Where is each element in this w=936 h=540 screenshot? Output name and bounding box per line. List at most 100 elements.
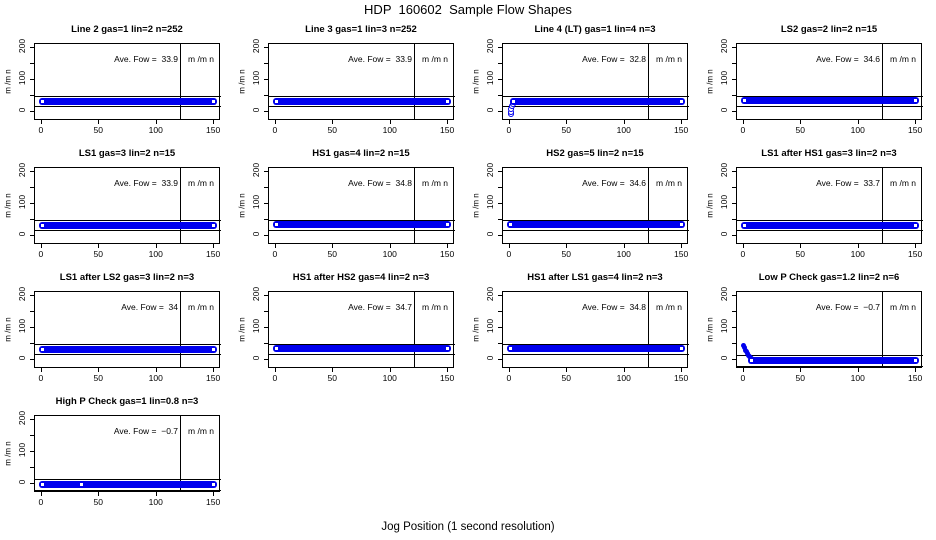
y-tick-label: 100 <box>251 318 261 334</box>
x-tick-label: 0 <box>740 125 746 135</box>
ave-flow-unit: m /m n <box>422 54 448 64</box>
plot-box: Ave. Fow = −0.7 m /m n <box>736 291 923 368</box>
x-tick-mark <box>447 244 449 248</box>
x-tick-mark <box>742 244 744 248</box>
ave-flow-annotation: Ave. Fow = −0.7 m /m n <box>114 426 214 436</box>
x-tick-label: 0 <box>506 125 512 135</box>
x-tick-mark <box>155 244 157 248</box>
y-tick-mark <box>732 111 736 113</box>
subplot-13: High P Check gas=1 lin=0.8 n=3 Ave. Fow =… <box>0 390 234 514</box>
x-tick-label: 0 <box>506 249 512 259</box>
subplot-10: HS1 after HS2 gas=4 lin=2 n=3 Ave. Fow = … <box>234 266 468 390</box>
y-tick-mark <box>732 94 736 96</box>
flow-series-band <box>38 221 218 229</box>
marker-line-x120 <box>647 44 649 119</box>
x-tick-label: 50 <box>93 497 104 507</box>
x-tick-mark <box>566 368 568 372</box>
x-tick-label: 100 <box>616 249 631 259</box>
y-tick-label: 0 <box>17 231 27 237</box>
y-tick-mark <box>264 326 268 328</box>
y-tick-label: 100 <box>17 70 27 86</box>
band-start-gap <box>274 223 278 227</box>
y-tick-mark <box>264 111 268 113</box>
x-tick-mark <box>623 244 625 248</box>
x-tick-mark <box>40 244 42 248</box>
y-tick-label: 0 <box>485 355 495 361</box>
band-start-gap <box>274 347 278 351</box>
flow-series-band <box>38 345 218 353</box>
x-tick-mark <box>389 120 391 124</box>
x-tick-mark <box>681 368 683 372</box>
x-tick-mark <box>389 368 391 372</box>
ave-flow-unit: m /m n <box>188 302 214 312</box>
x-tick-label: 0 <box>38 373 44 383</box>
ref-line-lower <box>269 230 455 232</box>
band-end-gap <box>212 347 216 351</box>
y-tick-mark <box>30 434 34 436</box>
ave-flow-annotation: Ave. Fow = 34.6 m /m n <box>582 178 682 188</box>
y-tick-label: 100 <box>251 70 261 86</box>
ave-flow-annotation: Ave. Fow = 34 m /m n <box>121 302 214 312</box>
ave-flow-annotation: Ave. Fow = 33.9 m /m n <box>114 178 214 188</box>
x-tick-mark <box>623 120 625 124</box>
y-tick-mark <box>30 483 34 485</box>
y-tick-mark <box>264 186 268 188</box>
x-axis-main-label: Jog Position (1 second resolution) <box>381 521 555 533</box>
subplot-4: LS2 gas=2 lin=2 n=15 Ave. Fow = 34.6 m /m … <box>702 18 936 142</box>
ave-flow-annotation: Ave. Fow = 34.8 m /m n <box>582 302 682 312</box>
ref-line-lower <box>35 230 221 232</box>
subplot-title: HS1 gas=4 lin=2 n=15 <box>312 148 410 159</box>
ave-flow-unit: m /m n <box>188 178 214 188</box>
y-tick-label: 100 <box>17 442 27 458</box>
ave-flow-text: Ave. Fow = 34.7 <box>348 302 413 312</box>
y-tick-label: 0 <box>719 231 729 237</box>
x-tick-label: 150 <box>206 373 221 383</box>
ave-flow-unit: m /m n <box>422 302 448 312</box>
x-tick-label: 150 <box>206 125 221 135</box>
ave-flow-text: Ave. Fow = 34.8 <box>348 178 413 188</box>
y-tick-label: 200 <box>251 286 261 301</box>
marker-line-x120 <box>881 168 883 243</box>
x-tick-label: 150 <box>206 497 221 507</box>
x-tick-mark <box>447 120 449 124</box>
x-tick-label: 50 <box>93 373 104 383</box>
x-tick-mark <box>623 368 625 372</box>
y-tick-mark <box>498 111 502 113</box>
subplot-8: LS1 after HS1 gas=3 lin=2 n=3 Ave. Fow = … <box>702 142 936 266</box>
ave-flow-annotation: Ave. Fow = 33.9 m /m n <box>114 54 214 64</box>
y-tick-mark <box>30 46 34 48</box>
y-tick-mark <box>30 310 34 312</box>
x-tick-mark <box>389 244 391 248</box>
ref-line-lower <box>503 106 689 108</box>
y-tick-mark <box>30 235 34 237</box>
y-tick-mark <box>30 186 34 188</box>
ref-line-upper <box>35 343 221 345</box>
x-tick-label: 0 <box>740 249 746 259</box>
ave-flow-unit: m /m n <box>422 178 448 188</box>
y-tick-label: 0 <box>251 355 261 361</box>
chart-title: HDP 160602 Sample Flow Shapes <box>364 2 572 17</box>
plot-box: Ave. Fow = −0.7 m /m n <box>34 415 221 492</box>
y-tick-mark <box>498 94 502 96</box>
x-tick-mark <box>800 244 802 248</box>
x-tick-mark <box>915 120 917 124</box>
x-tick-mark <box>857 120 859 124</box>
x-tick-label: 0 <box>38 125 44 135</box>
band-start-gap <box>512 99 516 103</box>
ave-flow-unit: m /m n <box>656 54 682 64</box>
flow-series-band <box>272 345 452 353</box>
marker-line-x120 <box>647 292 649 367</box>
ave-flow-annotation: Ave. Fow = 33.9 m /m n <box>348 54 448 64</box>
y-tick-label: 200 <box>719 38 729 53</box>
x-tick-mark <box>332 368 334 372</box>
y-tick-mark <box>498 359 502 361</box>
x-tick-mark <box>800 120 802 124</box>
y-tick-mark <box>732 342 736 344</box>
y-tick-mark <box>732 62 736 64</box>
x-tick-label: 150 <box>440 249 455 259</box>
band-end-gap <box>212 99 216 103</box>
y-tick-label: 200 <box>17 410 27 425</box>
x-tick-label: 0 <box>740 373 746 383</box>
ave-flow-text: Ave. Fow = 33.7 <box>816 178 881 188</box>
